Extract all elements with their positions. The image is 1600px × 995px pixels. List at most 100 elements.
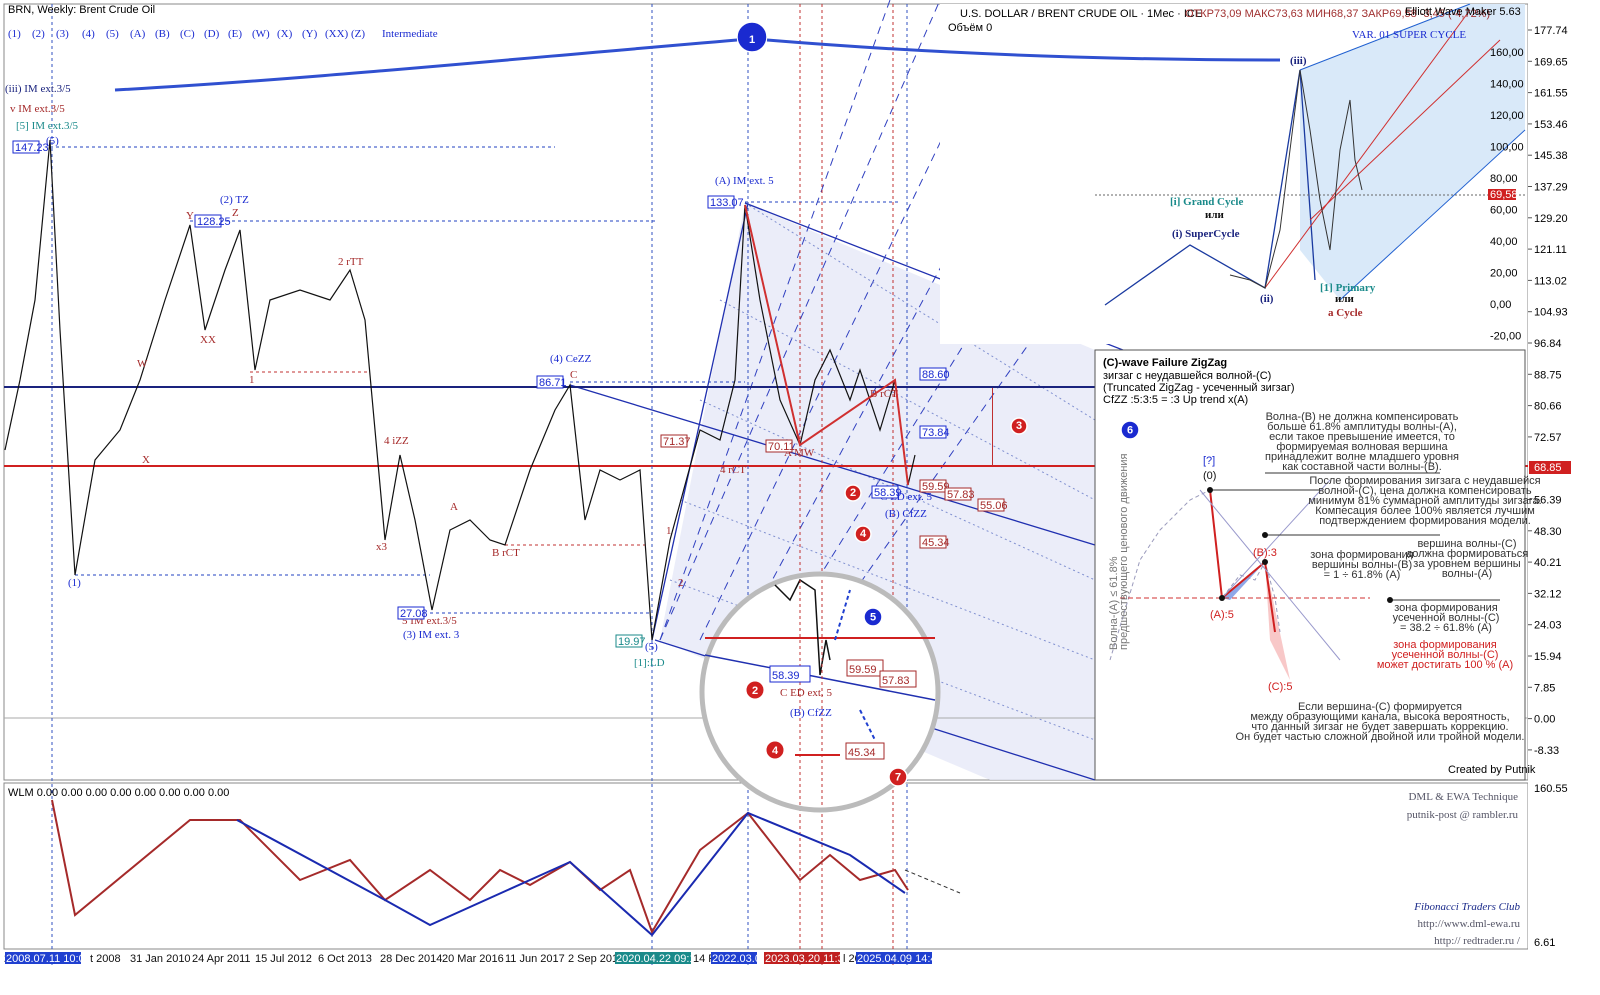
zoom-box [879, 670, 917, 688]
inset-wave: или [1335, 293, 1355, 305]
price-label: 121.11 [1534, 244, 1567, 256]
info-subtitle: зигзаг с неудавшейся волной-(C) [1103, 370, 1271, 382]
date-highlight [615, 952, 691, 964]
price-label: 153.46 [1534, 119, 1568, 131]
inset-axis: 120,00 [1490, 110, 1524, 122]
marker [736, 21, 768, 53]
price-box-label: 73.84 [922, 427, 950, 439]
info-text: минимум 81% суммарной амплитуды зигзага. [1308, 495, 1541, 507]
axis-bg [1528, 0, 1600, 995]
date-label: 2008.07.11 10:00 [6, 953, 91, 965]
pivot [1207, 487, 1213, 493]
pivot [1219, 595, 1225, 601]
date-label: 14 F [693, 953, 715, 965]
wave-label: 1 [249, 374, 255, 386]
price-box [765, 439, 793, 453]
price-label: 145.38 [1534, 150, 1568, 162]
marker [745, 680, 765, 700]
wave-label: 2 rTT [338, 256, 364, 268]
wave-degree: (4) [82, 28, 95, 40]
marker [863, 607, 883, 627]
date-label: 2020.04.22 09:10 [616, 953, 702, 965]
price-box-label: 133.07 [710, 197, 744, 209]
wave-label: [5] IM ext.3/5 [16, 120, 79, 132]
inset-axis: 0,00 [1490, 299, 1511, 311]
price-box [919, 425, 947, 439]
marker [854, 525, 872, 543]
zoom-label: 57.83 [882, 675, 910, 687]
date-label: 2023.03.20 11:37 [765, 953, 850, 965]
price-box-label: 19.97 [618, 636, 646, 648]
price-box [536, 375, 564, 389]
price-box [919, 535, 947, 549]
info-diagram [1109, 472, 1500, 661]
wave-label: [1]:LD [634, 657, 665, 669]
wave-degree: (Y) [302, 28, 318, 40]
price-series [4, 139, 916, 641]
inset-axis: 80,00 [1490, 173, 1518, 185]
wave-label: (3) IM ext. 3 [403, 629, 460, 641]
inset-axis: -20,00 [1490, 331, 1521, 343]
info-text: может достигать 100 % (A) [1377, 659, 1513, 671]
info-wave: (C):5 [1268, 681, 1292, 693]
zoom-box [845, 742, 885, 760]
wave-degree: (B) [155, 28, 170, 40]
price-box [977, 498, 1005, 512]
info-text: принадлежит волне младшего уровня [1265, 451, 1459, 463]
degree-name: Intermediate [382, 28, 438, 40]
price-label: 40.21 [1534, 557, 1562, 569]
price-label: 161.55 [1534, 88, 1568, 100]
inset-axis: 40,00 [1490, 236, 1518, 248]
wave-label: B rCT [870, 388, 898, 400]
date-label: 2 Sep 2018 [568, 953, 624, 965]
zoom-label: 58.39 [772, 670, 800, 682]
wave-label: (1) [68, 577, 81, 589]
inset-variant: VAR. 01 SUPER CYCLE [1352, 29, 1466, 41]
price-label: 72.57 [1534, 432, 1562, 444]
current-price: 68.85 [1534, 462, 1562, 474]
date-label: 15 Jul 2012 [255, 953, 312, 965]
wave-label: 4 rCT [720, 464, 746, 476]
wave-lines [744, 204, 909, 486]
wave-label: v IM ext.3/5 [10, 103, 65, 115]
wave-label: (2) TZ [220, 194, 249, 206]
pivot [1262, 559, 1268, 565]
price-box-label: 86.71 [539, 377, 567, 389]
wave-degree: (1) [8, 28, 21, 40]
zoom-label: 59.59 [849, 664, 877, 676]
inset-volume: Объём 0 [948, 22, 992, 34]
wave-label: x3 [376, 541, 388, 553]
marker [888, 767, 908, 787]
info-text: больше 61.8% амплитуды волны-(A), [1267, 421, 1457, 433]
arrow [114, 38, 738, 92]
price-label: 129.20 [1534, 213, 1568, 225]
date-label: 20 Mar 2016 [442, 953, 504, 965]
wave-degree: (XX) [325, 28, 349, 40]
marker-label: 5 [870, 612, 876, 624]
wave-degree: (X) [277, 28, 293, 40]
wave-degree: (3) [56, 28, 69, 40]
inset-wave: (iii) [1290, 55, 1307, 67]
price-label: 48.30 [1534, 526, 1562, 538]
inset-red-lines [1264, 9, 1501, 289]
wave-label: (5) [46, 135, 59, 147]
wave-degree: (Z) [351, 28, 365, 40]
price-label: 80.66 [1534, 401, 1562, 413]
marker [765, 740, 785, 760]
wave-label: W [137, 358, 148, 370]
price-label: 15.94 [1534, 651, 1562, 663]
price-box [919, 367, 947, 381]
inset-wave: [i] Grand Cycle [1170, 196, 1243, 208]
marker-label: 1 [749, 34, 755, 46]
footer-text: putnik-post @ rambler.ru [1407, 809, 1519, 821]
price-box-label: 45.34 [922, 537, 950, 549]
zoom-label: C ED ext. 5 [780, 687, 832, 699]
wave-label: B rCT [492, 547, 520, 559]
info-text: вершины волны-(B) [1312, 559, 1412, 571]
marker [1120, 420, 1140, 440]
info-text: если такое превышение имеется, то [1269, 431, 1455, 443]
info-text: волной-(C), цена должна компенсировать [1318, 485, 1532, 497]
info-text: зона формирования [1310, 549, 1414, 561]
info-text: что данный зигзаг не будет завершать кор… [1251, 721, 1508, 733]
price-box-label: 59.59 [922, 481, 950, 493]
